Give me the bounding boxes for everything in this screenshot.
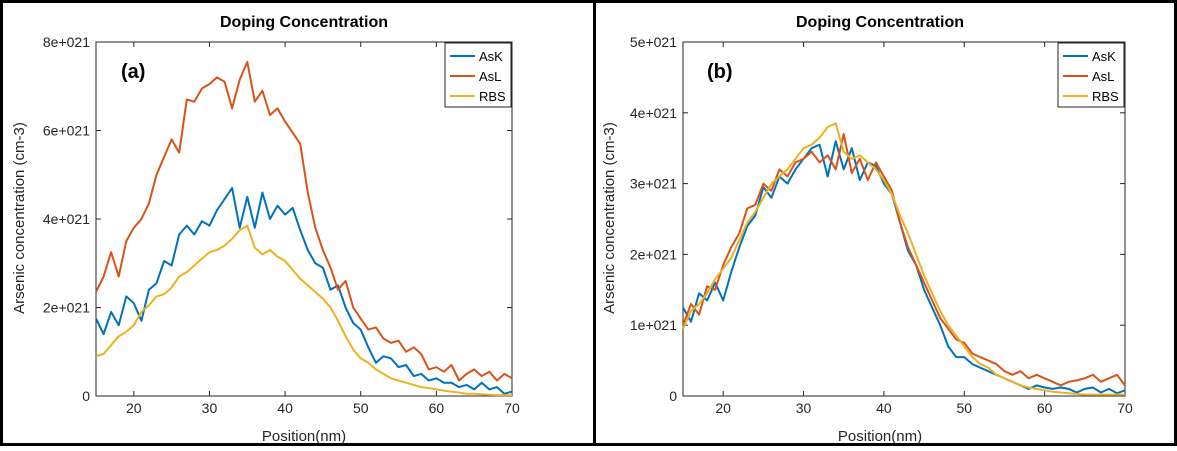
- x-tick-label: 70: [1117, 400, 1133, 416]
- x-tick-label: 20: [715, 400, 731, 416]
- panel-label: (b): [707, 61, 733, 83]
- x-tick-label: 40: [277, 400, 293, 416]
- x-tick-label: 30: [796, 400, 812, 416]
- x-tick-label: 40: [876, 400, 892, 416]
- y-tick-label: 6e+021: [43, 123, 90, 139]
- panel-label: (a): [121, 61, 145, 83]
- panel-a: Doping Concentration (a) Position(nm) Ar…: [11, 14, 520, 445]
- series-line-rbs: [95, 224, 512, 397]
- plot-lines: [95, 60, 513, 397]
- x-axis-label: Position(nm): [838, 428, 922, 445]
- y-tick-label: 0: [82, 388, 90, 404]
- x-tick-label: 50: [956, 400, 972, 416]
- legend-label-rbs: RBS: [479, 89, 506, 104]
- legend: AsK AsL RBS: [444, 42, 512, 108]
- legend-label-rbs: RBS: [1092, 89, 1119, 104]
- y-tick-label: 2e+021: [43, 300, 90, 316]
- series-line-rbs: [682, 122, 1125, 396]
- series-line-asl: [682, 133, 1126, 387]
- plot-lines: [682, 122, 1126, 396]
- y-tick-label: 1e+021: [630, 317, 677, 333]
- x-tick-label: 30: [202, 400, 218, 416]
- chart-title: Doping Concentration: [796, 14, 964, 31]
- x-tick-label: 50: [353, 400, 369, 416]
- axes-box: [682, 41, 1126, 397]
- legend-label-asl: AsL: [479, 69, 501, 84]
- legend-label-ask: AsK: [479, 49, 503, 64]
- y-tick-label: 8e+021: [43, 34, 90, 50]
- legend: AsK AsL RBS: [1057, 42, 1125, 108]
- y-tick-label: 0: [669, 388, 677, 404]
- x-tick-label: 60: [429, 400, 445, 416]
- series-line-ask: [95, 187, 513, 395]
- legend-label-asl: AsL: [1092, 69, 1114, 84]
- legend-label-ask: AsK: [1092, 49, 1116, 64]
- panel-b: Doping Concentration (b) Position(nm) Ar…: [601, 14, 1133, 445]
- x-tick-label: 60: [1037, 400, 1053, 416]
- axes: 20 30 40 50 60 70 0 1e+021 2e+021 3e+021 4e+021 5e+…: [630, 34, 1133, 416]
- x-tick-label: 20: [126, 400, 142, 416]
- y-tick-label: 5e+021: [630, 34, 677, 50]
- x-tick-label: 70: [504, 400, 520, 416]
- y-tick-label: 2e+021: [630, 246, 677, 262]
- y-tick-label: 4e+021: [630, 105, 677, 121]
- y-tick-label: 3e+021: [630, 176, 677, 192]
- y-tick-label: 4e+021: [43, 211, 90, 227]
- chart-title: Doping Concentration: [220, 14, 388, 31]
- panel-b-border: [593, 0, 1177, 446]
- y-axis-label: Arsenic concentration (cm-3): [601, 122, 618, 314]
- axes: 20 30 40 50 60 70 0 2e+021 4e+021 6e+021 8e+021: [43, 34, 520, 416]
- x-axis-label: Position(nm): [262, 428, 346, 445]
- y-axis-label: Arsenic concentration (cm-3): [11, 122, 28, 314]
- series-line-asl: [95, 60, 513, 382]
